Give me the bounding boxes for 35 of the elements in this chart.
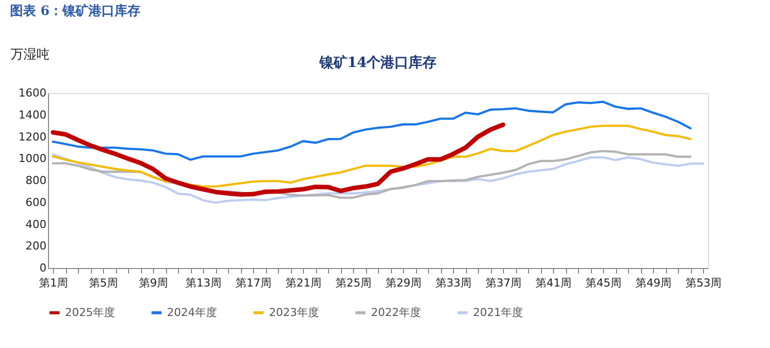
x-tick-label: 第41周 [536,276,572,290]
line-series [52,153,704,204]
y-tick-label: 600 [26,196,46,209]
x-tick-label: 第25周 [336,276,372,290]
legend-label: 2023年度 [269,306,319,319]
x-tick-label: 第49周 [636,276,672,290]
y-tick-label: 1600 [18,86,46,100]
x-tick-label: 第29周 [386,276,422,290]
x-tick-label: 第9周 [139,276,168,290]
y-tick-label: 200 [26,240,46,253]
y-tick-label: 1200 [18,130,46,144]
line-series [52,100,692,161]
x-tick-label: 第21周 [286,276,322,290]
x-tick-label: 第37周 [486,276,522,290]
legend-label: 2022年度 [371,306,421,319]
x-tick-label: 第53周 [686,276,722,290]
legend-label: 2025年度 [65,306,115,319]
line-series [50,122,506,197]
legend-label: 2021年度 [473,306,523,319]
x-tick-label: 第45周 [586,276,622,290]
x-tick-label: 第13周 [186,276,222,290]
legend-label: 2024年度 [167,306,217,319]
x-tick-label: 第17周 [236,276,272,290]
y-tick-label: 1000 [18,152,46,166]
x-tick-label: 第33周 [436,276,472,290]
y-tick-label: 400 [26,218,46,231]
x-tick-label: 第1周 [39,276,68,290]
x-tick-label: 第5周 [89,276,118,290]
y-tick-label: 800 [26,174,46,187]
y-tick-label: 1400 [18,108,46,122]
chart-title: 图表 6：镍矿港口库存 [10,3,141,19]
line-series [52,124,692,188]
chart-subtitle: 镍矿14个港口库存 [318,54,437,71]
y-tick-label: 0 [40,262,46,274]
y-axis-title: 万湿吨 [10,48,50,62]
